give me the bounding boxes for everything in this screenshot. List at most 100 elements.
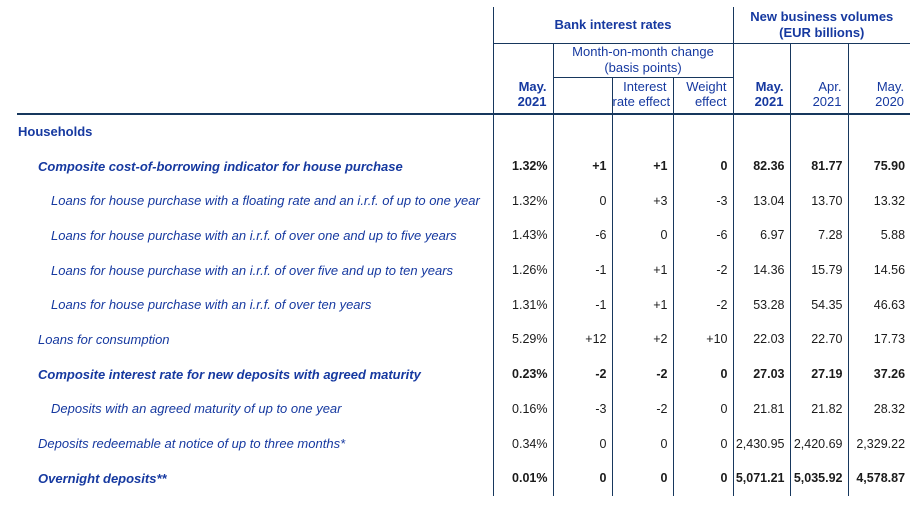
row-label: Loans for house purchase with an i.r.f. … [51, 297, 372, 313]
cell-weight-effect: 0 [672, 356, 733, 392]
cell-interest-rate-effect: 0 [611, 426, 673, 461]
cell-volume-apr-2021: 7.28 [789, 218, 848, 253]
cell-mom-change: -1 [552, 252, 612, 288]
cell-rate-may-2021: 5.29% [492, 322, 553, 357]
header-spacer [847, 43, 910, 77]
cell-weight-effect: 0 [672, 148, 733, 184]
cell-volume-apr-2021: 27.19 [789, 356, 848, 392]
table-row: Loans for house purchase with a floating… [17, 183, 910, 219]
cell-volume-may-2020: 46.63 [847, 287, 910, 323]
row-label: Households [18, 124, 93, 140]
cell-rate-may-2021: 1.31% [492, 287, 553, 323]
cell-volume-apr-2021: 54.35 [789, 287, 848, 323]
cell-mom-change: -6 [552, 218, 612, 253]
cell-rate-may-2021: 0.01% [492, 460, 553, 496]
col-header-volumes-may-2020: May. 2020 [847, 77, 910, 115]
cell-rate-may-2021: 1.26% [492, 252, 553, 288]
cell-volume-may-2020: 37.26 [847, 356, 910, 392]
cell-volume-may-2020: 75.90 [847, 148, 910, 184]
cell-interest-rate-effect: +1 [611, 148, 673, 184]
cell-volume-may-2021: 13.04 [732, 183, 790, 219]
table-row: Loans for consumption 5.29% +12 +2 +10 2… [17, 322, 910, 357]
table-row: Loans for house purchase with an i.r.f. … [17, 218, 910, 253]
cell-volume-apr-2021: 13.70 [789, 183, 848, 219]
header-spacer [17, 77, 493, 115]
cell-rate-may-2021: 0.34% [492, 426, 553, 461]
group-header-label: Bank interest rates [554, 16, 672, 32]
cell-volume-may-2020: 13.32 [847, 183, 910, 219]
cell-volume-may-2020: 17.73 [847, 322, 910, 357]
cell-weight-effect: +10 [672, 322, 733, 357]
cell-volume-may-2020: 5.88 [847, 218, 910, 253]
cell-interest-rate-effect: 0 [611, 218, 673, 253]
cell-mom-change: -2 [552, 356, 612, 392]
table-row: Loans for house purchase with an i.r.f. … [17, 287, 910, 323]
cell-volume-may-2021: 27.03 [732, 356, 790, 392]
cell-volume-may-2021: 2,430.95 [732, 426, 790, 461]
cell-rate-may-2021: 1.32% [492, 148, 553, 184]
table-row: Loans for house purchase with an i.r.f. … [17, 252, 910, 288]
cell-weight-effect: 0 [672, 460, 733, 496]
table-row: Households [17, 114, 910, 149]
col-header-volumes-may-2021: May. 2021 [732, 77, 790, 115]
cell-interest-rate-effect [611, 114, 673, 149]
col-header-interest-rate-effect: Interest rate effect [611, 77, 673, 115]
cell-mom-change: +1 [552, 148, 612, 184]
table-body: Households Composite cost-of-borrowing i… [17, 114, 910, 496]
row-label: Loans for house purchase with an i.r.f. … [51, 262, 454, 278]
subheader-mom-change: Month-on-month change (basis points) [552, 43, 733, 78]
cell-rate-may-2021 [492, 114, 553, 149]
row-label: Deposits with an agreed maturity of up t… [51, 401, 342, 417]
row-label: Loans for house purchase with an i.r.f. … [51, 227, 457, 243]
cell-volume-apr-2021 [789, 114, 848, 149]
cell-rate-may-2021: 1.32% [492, 183, 553, 219]
cell-volume-may-2020: 28.32 [847, 391, 910, 427]
cell-volume-may-2021: 53.28 [732, 287, 790, 323]
cell-weight-effect [672, 114, 733, 149]
cell-volume-may-2020: 14.56 [847, 252, 910, 288]
table-header: Bank interest rates New business volumes… [17, 7, 910, 115]
group-header-new-business-volumes: New business volumes (EUR billions) [732, 7, 910, 44]
cell-weight-effect: -2 [672, 252, 733, 288]
cell-volume-may-2021: 6.97 [732, 218, 790, 253]
table-row: Overnight deposits** 0.01% 0 0 0 5,071.2… [17, 460, 910, 496]
table-row: Deposits redeemable at notice of up to t… [17, 426, 910, 461]
group-header-bank-interest-rates: Bank interest rates [492, 7, 733, 44]
cell-interest-rate-effect: +3 [611, 183, 673, 219]
header-spacer [17, 7, 493, 43]
rates-table: Bank interest rates New business volumes… [17, 7, 910, 496]
col-header-rates-may-2021: May. 2021 [492, 77, 553, 115]
cell-mom-change: 0 [552, 183, 612, 219]
cell-rate-may-2021: 0.23% [492, 356, 553, 392]
cell-volume-apr-2021: 22.70 [789, 322, 848, 357]
header-spacer [492, 43, 553, 77]
subheader-row: Month-on-month change (basis points) [17, 43, 910, 78]
cell-mom-change: +12 [552, 322, 612, 357]
cell-volume-may-2021: 14.36 [732, 252, 790, 288]
row-label: Loans for consumption [38, 331, 170, 347]
cell-weight-effect: 0 [672, 426, 733, 461]
cell-volume-may-2020: 2,329.22 [847, 426, 910, 461]
table-row: Composite interest rate for new deposits… [17, 356, 910, 392]
cell-mom-change: -3 [552, 391, 612, 427]
row-label: Composite interest rate for new deposits… [38, 366, 421, 382]
col-header-weight-effect: Weight effect [672, 77, 733, 115]
cell-rate-may-2021: 1.43% [492, 218, 553, 253]
cell-weight-effect: -2 [672, 287, 733, 323]
cell-volume-apr-2021: 15.79 [789, 252, 848, 288]
cell-weight-effect: -6 [672, 218, 733, 253]
cell-volume-apr-2021: 5,035.92 [789, 460, 848, 496]
cell-mom-change: 0 [552, 426, 612, 461]
cell-volume-may-2021: 22.03 [732, 322, 790, 357]
cell-volume-may-2021: 82.36 [732, 148, 790, 184]
cell-volume-may-2020: 4,578.87 [847, 460, 910, 496]
cell-weight-effect: -3 [672, 183, 733, 219]
cell-volume-may-2021: 21.81 [732, 391, 790, 427]
header-spacer [789, 43, 848, 77]
cell-interest-rate-effect: -2 [611, 391, 673, 427]
header-spacer [732, 43, 790, 77]
group-header-label-line2: (EUR billions) [779, 24, 865, 40]
cell-volume-may-2021 [732, 114, 790, 149]
cell-mom-change [552, 114, 612, 149]
row-label: Deposits redeemable at notice of up to t… [38, 436, 346, 452]
